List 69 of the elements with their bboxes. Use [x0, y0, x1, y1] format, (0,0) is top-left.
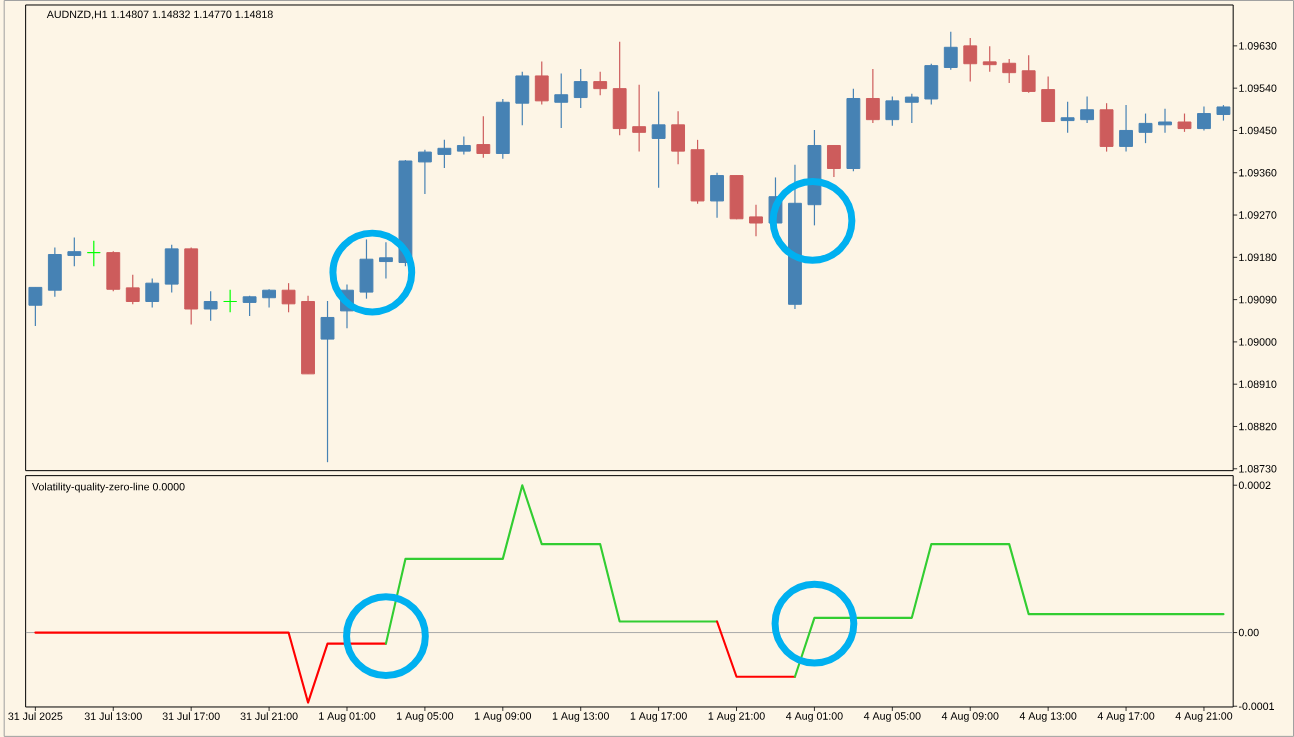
- candlestick: [1060, 101, 1075, 134]
- candlestick: [28, 286, 43, 327]
- candlestick: [1021, 54, 1036, 94]
- candlestick: [476, 115, 491, 159]
- x-tick-label: 1 Aug 09:00: [474, 712, 532, 722]
- candlestick: [456, 136, 471, 156]
- candlestick: [437, 139, 452, 169]
- candlestick: [632, 84, 647, 153]
- candlestick: [982, 45, 997, 73]
- x-tick-label: 1 Aug 17:00: [630, 712, 687, 722]
- candlestick: [593, 71, 608, 96]
- x-tick-label: 4 Aug 13:00: [1019, 712, 1077, 722]
- candlestick: [281, 282, 296, 313]
- candlestick: [125, 274, 140, 305]
- candlestick: [573, 68, 588, 109]
- candlestick: [1197, 105, 1211, 132]
- y-tick-label: 1.09270: [1239, 211, 1277, 219]
- candlestick: [749, 204, 763, 237]
- candlestick: [262, 288, 277, 309]
- chart-title: AUDNZD,H1 1.14807 1.14832 1.14770 1.14818: [46, 10, 273, 20]
- candlestick: [826, 144, 841, 178]
- candlestick: [943, 31, 958, 71]
- candlestick: [904, 93, 919, 124]
- y-tick-label: 1.09540: [1239, 84, 1277, 92]
- candlestick: [865, 68, 880, 124]
- candlestick: [1158, 108, 1172, 134]
- x-tick-label: 1 Aug 05:00: [397, 712, 454, 722]
- x-tick-label: 31 Jul 13:00: [84, 712, 142, 721]
- candlestick: [1119, 104, 1133, 153]
- candlestick: [554, 73, 569, 129]
- candlestick: [1080, 96, 1095, 124]
- candlestick: [1138, 112, 1153, 144]
- candlestick: [417, 149, 432, 195]
- y-tick-label: 1.09360: [1239, 169, 1277, 177]
- y-tick-label: 1.09000: [1239, 338, 1277, 346]
- candlestick: [320, 300, 335, 463]
- candlestick: [67, 237, 82, 267]
- x-tick-label: 4 Aug 01:00: [786, 712, 843, 722]
- candlestick: [223, 289, 238, 313]
- x-tick-label: 4 Aug 09:00: [941, 712, 999, 722]
- candlestick: [145, 277, 160, 309]
- x-tick-label: 4 Aug 17:00: [1097, 712, 1155, 722]
- candlestick: [1002, 58, 1017, 84]
- y-tick-label: 1.08910: [1239, 380, 1277, 388]
- x-tick-label: 31 Jul 21:00: [240, 712, 298, 721]
- y-tick-label: 1.09180: [1239, 253, 1277, 262]
- y-tick-label: 1.08820: [1239, 422, 1277, 431]
- x-tick-label: 1 Aug 01:00: [319, 712, 376, 722]
- x-tick-label: 31 Jul 2025: [8, 712, 63, 721]
- candlestick: [963, 37, 978, 83]
- candlestick: [86, 240, 101, 267]
- candlestick: [651, 90, 666, 189]
- x-tick-label: 1 Aug 21:00: [708, 712, 765, 722]
- text: Volatility-quality-zero-line 0.0000: [31, 482, 185, 493]
- x-tick-label: 4 Aug 21:00: [1175, 712, 1233, 722]
- candlestick: [203, 290, 218, 322]
- candlestick: [379, 241, 393, 280]
- y-tick-label: 1.09090: [1239, 295, 1277, 304]
- x-tick-label: 1 Aug 13:00: [552, 712, 609, 722]
- candlestick: [1177, 112, 1192, 133]
- y-tick-label: 1.09630: [1239, 42, 1277, 50]
- x-tick-label: 31 Jul 17:00: [162, 712, 220, 721]
- x-tick-label: 4 Aug 05:00: [863, 712, 921, 722]
- y-tick-label: 1.09450: [1239, 126, 1277, 135]
- y-tick-label: 0.0002: [1238, 481, 1271, 490]
- y-tick-label: 1.08730: [1239, 465, 1277, 473]
- candlestick: [885, 96, 900, 127]
- y-tick-label: -0.0001: [1238, 702, 1274, 711]
- y-tick-label: 0.00: [1238, 628, 1259, 637]
